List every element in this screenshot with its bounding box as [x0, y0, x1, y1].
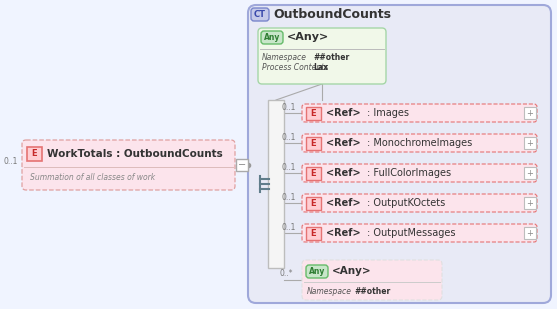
Text: E: E: [311, 138, 316, 147]
Text: Any: Any: [309, 267, 325, 276]
Text: OutboundCounts: OutboundCounts: [273, 8, 391, 21]
Text: +: +: [526, 138, 534, 147]
Text: E: E: [311, 168, 316, 177]
Text: E: E: [311, 228, 316, 238]
Text: Process Contents: Process Contents: [262, 64, 328, 73]
FancyBboxPatch shape: [261, 31, 283, 44]
Bar: [524, 107, 536, 119]
Text: Lax: Lax: [313, 64, 328, 73]
Text: WorkTotals : OutboundCounts: WorkTotals : OutboundCounts: [47, 149, 223, 159]
Text: <Ref>: <Ref>: [326, 168, 360, 178]
Text: 0..1: 0..1: [282, 103, 296, 112]
Text: Namespace: Namespace: [307, 286, 352, 295]
Text: : FullColorImages: : FullColorImages: [367, 168, 451, 178]
Text: <Ref>: <Ref>: [326, 108, 360, 118]
Text: ##other: ##other: [313, 53, 349, 61]
Bar: [524, 197, 536, 209]
Bar: [27, 147, 42, 161]
Text: −: −: [238, 160, 246, 170]
Text: 0..1: 0..1: [282, 193, 296, 201]
FancyBboxPatch shape: [302, 260, 442, 300]
Text: : OutputMessages: : OutputMessages: [367, 228, 456, 238]
Text: : MonochromeImages: : MonochromeImages: [367, 138, 472, 148]
FancyBboxPatch shape: [258, 28, 386, 84]
Text: E: E: [311, 198, 316, 208]
Bar: [268, 100, 284, 268]
Bar: [524, 227, 536, 239]
Text: E: E: [32, 150, 37, 159]
Text: 0..1: 0..1: [282, 163, 296, 171]
FancyBboxPatch shape: [302, 134, 537, 152]
FancyBboxPatch shape: [248, 5, 551, 303]
FancyBboxPatch shape: [302, 104, 537, 122]
Text: : OutputKOctets: : OutputKOctets: [367, 198, 445, 208]
Bar: [306, 107, 321, 120]
Bar: [306, 167, 321, 180]
Text: +: +: [526, 108, 534, 117]
Text: Any: Any: [264, 33, 280, 42]
Text: Summation of all classes of work: Summation of all classes of work: [30, 173, 155, 183]
Text: <Any>: <Any>: [287, 32, 329, 42]
Bar: [524, 137, 536, 149]
Text: : Images: : Images: [367, 108, 409, 118]
Text: 0..*: 0..*: [280, 269, 294, 278]
FancyBboxPatch shape: [302, 164, 537, 182]
Text: <Ref>: <Ref>: [326, 198, 360, 208]
Text: 0..1: 0..1: [4, 156, 18, 166]
Text: Namespace: Namespace: [262, 53, 307, 61]
FancyBboxPatch shape: [22, 140, 235, 190]
Bar: [306, 137, 321, 150]
FancyBboxPatch shape: [302, 224, 537, 242]
Text: <Any>: <Any>: [332, 266, 372, 276]
Text: 0..1: 0..1: [282, 133, 296, 142]
Bar: [306, 226, 321, 239]
Bar: [306, 197, 321, 210]
Text: 0..1: 0..1: [282, 222, 296, 231]
Bar: [236, 159, 248, 171]
Bar: [524, 167, 536, 179]
Text: ##other: ##other: [354, 286, 390, 295]
FancyBboxPatch shape: [251, 8, 269, 21]
FancyBboxPatch shape: [306, 265, 328, 278]
Text: <Ref>: <Ref>: [326, 228, 360, 238]
Text: +: +: [526, 228, 534, 238]
FancyBboxPatch shape: [302, 194, 537, 212]
Text: E: E: [311, 108, 316, 117]
Text: +: +: [526, 168, 534, 177]
Text: CT: CT: [254, 10, 266, 19]
Text: <Ref>: <Ref>: [326, 138, 360, 148]
Text: +: +: [526, 198, 534, 208]
